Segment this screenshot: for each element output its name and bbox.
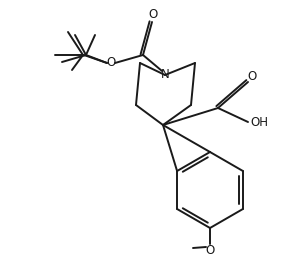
Text: O: O xyxy=(247,70,257,83)
Text: O: O xyxy=(106,56,116,69)
Text: N: N xyxy=(161,68,169,80)
Text: OH: OH xyxy=(250,116,268,129)
Text: O: O xyxy=(205,245,215,258)
Text: O: O xyxy=(148,8,158,22)
